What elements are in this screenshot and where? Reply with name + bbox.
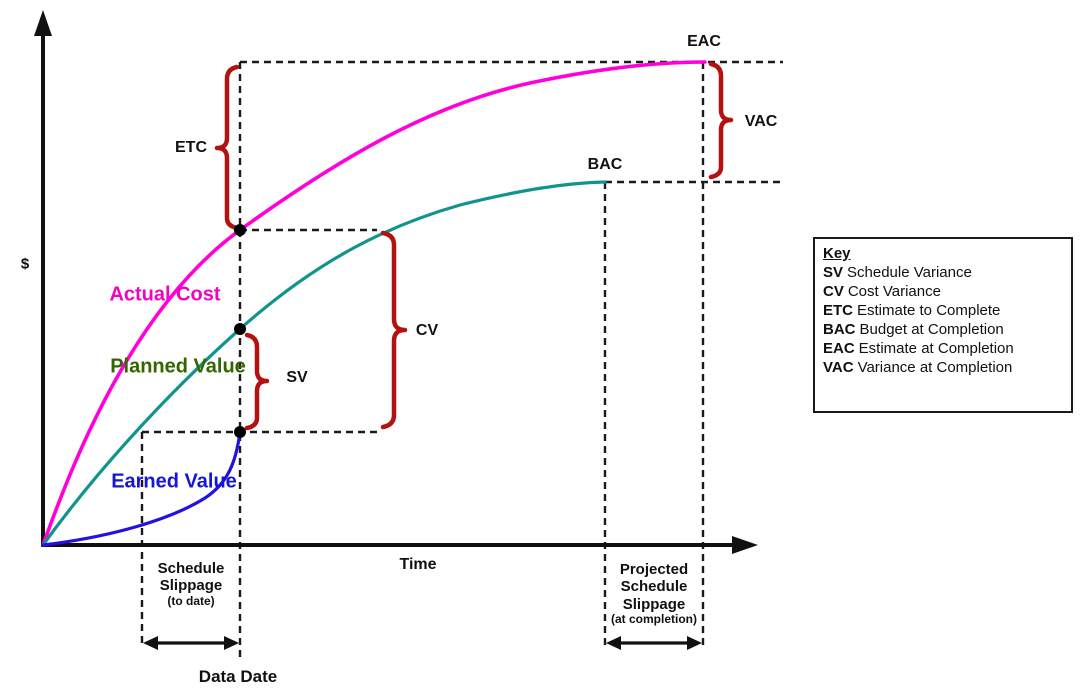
key-item-bac: BAC Budget at Completion (823, 320, 1071, 339)
data-points (234, 224, 246, 438)
key-item-sv: SV Schedule Variance (823, 263, 1071, 282)
key-desc-etc: Estimate to Complete (857, 302, 1001, 319)
projected-slippage-line1: Projected (619, 561, 689, 579)
actual-cost-label: Actual Cost (109, 283, 221, 306)
key-term-vac: VAC (823, 359, 854, 376)
key-box: Key SV Schedule Variance CV Cost Variance … (813, 237, 1073, 413)
key-term-sv: SV (823, 264, 844, 281)
actual-cost-data-point (234, 224, 246, 236)
planned-value-curve (41, 180, 607, 547)
key-desc-cv: Cost Variance (847, 283, 941, 300)
key-item-eac: EAC Estimate at Completion (823, 339, 1071, 358)
planned-value-label: Planned Value (110, 355, 246, 378)
projected-slippage-line2: Schedule (620, 578, 688, 596)
projected-slippage-line4: (at completion) (611, 611, 697, 626)
schedule-slippage-arrowhead-right-icon (224, 636, 239, 650)
actual-cost-curve (41, 60, 707, 547)
eac-label: EAC (687, 32, 721, 50)
projected-slippage-arrowhead-right-icon (687, 636, 702, 650)
slippage-arrows (143, 636, 702, 650)
projected-slippage-label: Projected Schedule Slippage (at completi… (611, 561, 697, 627)
key-term-cv: CV (823, 283, 844, 300)
vac-label: VAC (744, 112, 778, 130)
vac-brace (708, 61, 734, 180)
y-axis-arrowhead-icon (34, 10, 52, 36)
bac-label: BAC (587, 155, 623, 173)
etc-brace (214, 64, 240, 231)
key-item-vac: VAC Variance at Completion (823, 358, 1071, 377)
schedule-slippage-line3: (to date) (167, 593, 215, 608)
etc-label: ETC (175, 138, 207, 156)
schedule-slippage-arrowhead-left-icon (143, 636, 158, 650)
projected-slippage-arrowhead-left-icon (606, 636, 621, 650)
key-desc-eac: Estimate at Completion (858, 340, 1014, 357)
key-item-cv: CV Cost Variance (823, 282, 1071, 301)
dashed-guides (140, 60, 783, 662)
axes (34, 10, 758, 554)
cv-label: CV (415, 321, 439, 339)
key-term-bac: BAC (823, 321, 856, 338)
data-date-label: Data Date (198, 667, 278, 687)
planned-value-data-point (234, 323, 246, 335)
y-axis-label: $ (20, 255, 30, 273)
earned-value-curve (41, 430, 242, 547)
key-desc-bac: Budget at Completion (859, 321, 1004, 338)
cv-brace (380, 230, 408, 430)
earned-value-data-point (234, 426, 246, 438)
key-item-etc: ETC Estimate to Complete (823, 301, 1071, 320)
x-axis-arrowhead-icon (732, 536, 758, 554)
sv-label: SV (286, 368, 308, 386)
x-axis-label: Time (399, 555, 437, 573)
key-desc-sv: Schedule Variance (847, 264, 972, 281)
schedule-slippage-label: Schedule Slippage (to date) (158, 560, 225, 608)
projected-slippage-line3: Slippage (622, 595, 686, 613)
braces (214, 61, 734, 431)
schedule-slippage-line2: Slippage (159, 577, 223, 595)
key-desc-vac: Variance at Completion (857, 359, 1013, 376)
key-term-eac: EAC (823, 340, 855, 357)
key-title: Key (823, 245, 851, 262)
key-term-etc: ETC (823, 302, 853, 319)
schedule-slippage-line1: Schedule (157, 559, 225, 577)
earned-value-label: Earned Value (111, 470, 237, 493)
sv-brace (244, 332, 270, 431)
